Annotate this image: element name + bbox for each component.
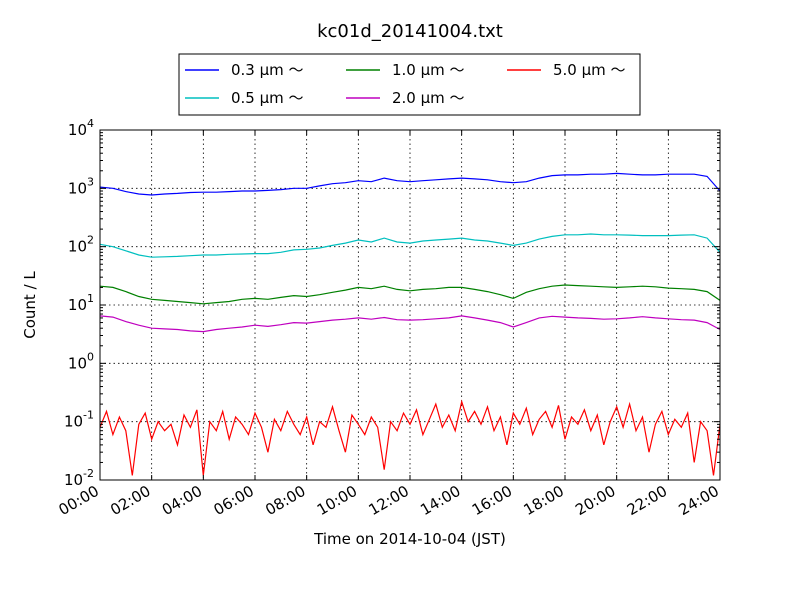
- x-axis-label: Time on 2014-10-04 (JST): [313, 530, 506, 548]
- x-tick-label: 10:00: [314, 482, 360, 519]
- x-tick-label: 12:00: [366, 482, 412, 519]
- series-line: [100, 284, 720, 305]
- series-line: [100, 315, 720, 333]
- legend-entry: 0.3 μm ～: [231, 61, 304, 79]
- chart-title: kc01d_20141004.txt: [317, 21, 503, 42]
- x-tick-label: 04:00: [159, 482, 205, 519]
- y-tick-labels: 10-2 10-1 100 101 102 103 104: [64, 117, 94, 489]
- legend: 0.3 μm ～ 0.5 μm ～ 1.0 μm ～ 2.0 μm ～ 5.0 μm ～: [178, 53, 641, 116]
- y-tick-label: 10-1: [64, 409, 94, 431]
- y-tick-label: 101: [68, 292, 94, 314]
- series-line: [100, 233, 720, 258]
- x-tick-label: 14:00: [417, 482, 463, 519]
- x-tick-label: 20:00: [572, 482, 618, 519]
- x-tick-label: 08:00: [262, 482, 308, 519]
- x-tick-labels: 00:00 02:00 04:00 06:00 08:00 10:00 12:00 14:00…: [56, 482, 722, 519]
- y-tick-label: 102: [68, 234, 94, 256]
- legend-entry: 2.0 μm ～: [392, 89, 465, 107]
- y-tick-label: 100: [68, 350, 94, 372]
- axis-ticks: [99, 129, 721, 481]
- x-tick-label: 02:00: [107, 482, 153, 519]
- legend-entry: 0.5 μm ～: [231, 89, 304, 107]
- y-tick-label: 10-2: [64, 467, 94, 489]
- x-tick-label: 24:00: [676, 482, 722, 519]
- x-tick-label: 06:00: [211, 482, 257, 519]
- y-tick-label: 103: [68, 175, 94, 197]
- y-axis-label: Count / L: [21, 271, 39, 339]
- legend-entry: 5.0 μm ～: [553, 61, 626, 79]
- legend-entry: 1.0 μm ～: [392, 61, 465, 79]
- x-tick-label: 18:00: [521, 482, 567, 519]
- legend-box: [178, 53, 641, 116]
- series-line: [100, 172, 720, 196]
- x-tick-label: 22:00: [624, 482, 670, 519]
- grid: [100, 130, 720, 480]
- y-tick-label: 104: [68, 117, 94, 139]
- x-tick-label: 16:00: [469, 482, 515, 519]
